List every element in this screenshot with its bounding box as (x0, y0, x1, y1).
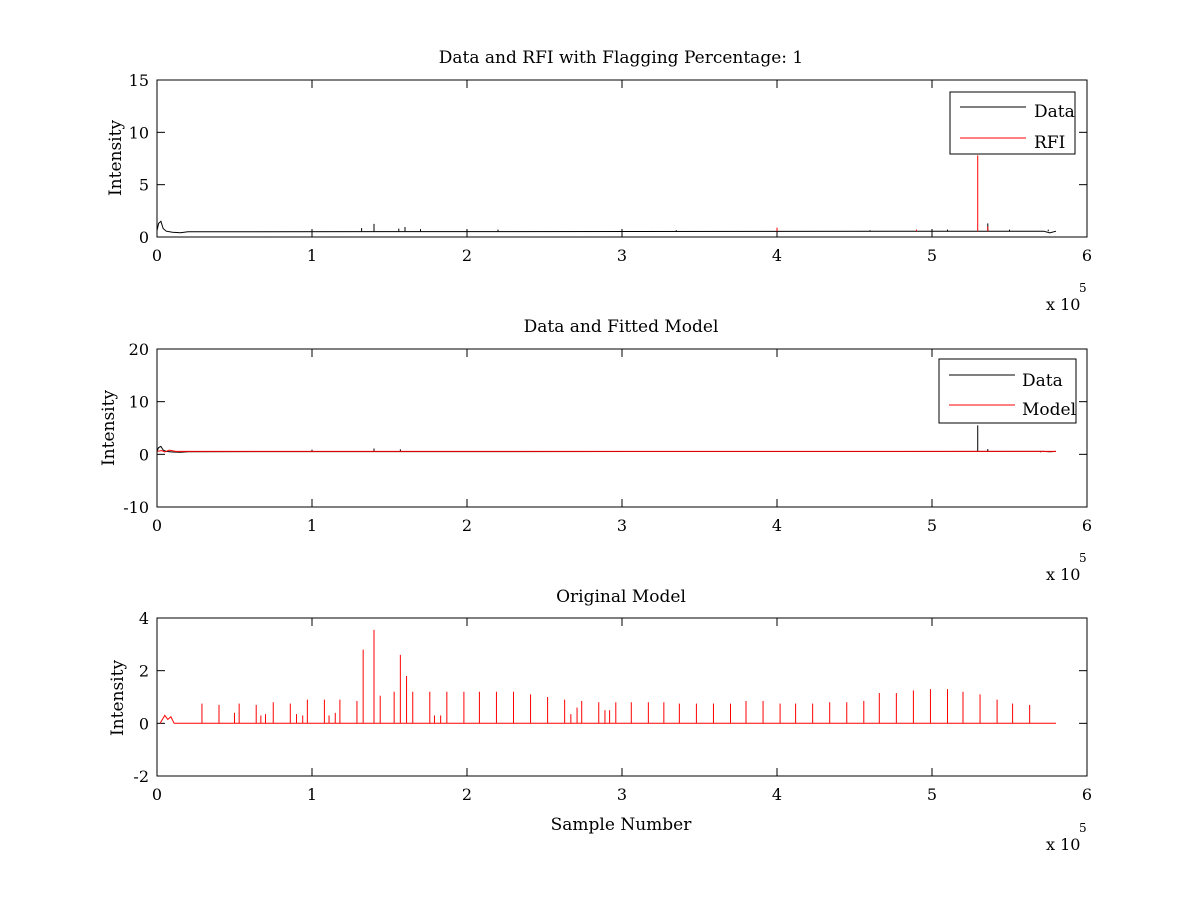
y-tick-label: 10 (129, 123, 149, 142)
panel-title: Original Model (556, 587, 686, 607)
x-tick-label: 1 (307, 516, 317, 535)
axes-box (156, 617, 1088, 777)
x-tick-label: 5 (927, 246, 937, 265)
x-multiplier-exponent: 5 (1079, 281, 1087, 295)
x-tick-label: 1 (307, 246, 317, 265)
y-tick-label: 15 (129, 71, 149, 90)
legend-entry-rfi: RFI (1034, 133, 1065, 153)
legend-box (938, 358, 1077, 424)
y-tick-label: 5 (139, 176, 149, 195)
series-line-data (156, 220, 1057, 234)
x-tick-label: 6 (1082, 246, 1092, 265)
x-tick-label: 0 (152, 516, 162, 535)
x-tick-label: 3 (617, 516, 627, 535)
y-tick-label: 0 (139, 228, 149, 247)
x-tick-label: 5 (927, 516, 937, 535)
x-tick-label: 2 (462, 785, 472, 804)
y-tick-label: -2 (133, 767, 149, 786)
y-tick-label: -10 (123, 498, 149, 517)
x-tick-label: 5 (927, 785, 937, 804)
x-multiplier-base: x 10 (1046, 835, 1080, 854)
x-multiplier-base: x 10 (1046, 565, 1080, 584)
x-axis-label: Sample Number (551, 815, 693, 835)
y-tick-label: 20 (129, 340, 149, 359)
x-multiplier-exponent: 5 (1079, 821, 1087, 835)
x-tick-label: 6 (1082, 785, 1092, 804)
x-multiplier-exponent: 5 (1079, 551, 1087, 565)
axes-box (156, 79, 1088, 238)
x-tick-label: 4 (772, 785, 782, 804)
legend: Data RFI (949, 91, 1076, 155)
x-tick-label: 1 (307, 785, 317, 804)
x-tick-label: 4 (772, 246, 782, 265)
x-tick-label: 0 (152, 246, 162, 265)
legend-entry-model: Model (1022, 400, 1076, 420)
y-tick-label: 4 (139, 609, 149, 628)
axes-box (156, 348, 1088, 508)
x-tick-label: 0 (152, 785, 162, 804)
panel-title: Data and RFI with Flagging Percentage: 1 (439, 48, 803, 68)
x-tick-label: 3 (617, 246, 627, 265)
panel-rfi: Data and RFI with Flagging Percentage: 1… (106, 48, 1092, 314)
legend: Data Model (938, 358, 1077, 424)
x-tick-label: 6 (1082, 516, 1092, 535)
x-tick-label: 3 (617, 785, 627, 804)
x-tick-label: 2 (462, 516, 472, 535)
y-tick-label: 2 (139, 662, 149, 681)
legend-entry-data: Data (1022, 371, 1063, 391)
x-multiplier-base: x 10 (1046, 295, 1080, 314)
panel-fitted-model: Data and Fitted Model Intensity 0 1 2 3 4 5 6 -… (99, 317, 1092, 584)
x-tick-label: 4 (772, 516, 782, 535)
legend-entry-data: Data (1034, 102, 1075, 122)
y-axis-label: Intensity (108, 660, 128, 736)
y-axis-label: Intensity (99, 390, 119, 466)
series-line-series (159, 714, 1056, 724)
x-tick-label: 2 (462, 246, 472, 265)
y-tick-label: 0 (139, 714, 149, 733)
y-tick-label: 10 (129, 393, 149, 412)
panel-title: Data and Fitted Model (524, 317, 719, 337)
legend-box (949, 91, 1076, 155)
y-tick-label: 0 (139, 445, 149, 464)
series-line-model (156, 449, 1056, 453)
y-axis-label: Intensity (106, 120, 126, 196)
